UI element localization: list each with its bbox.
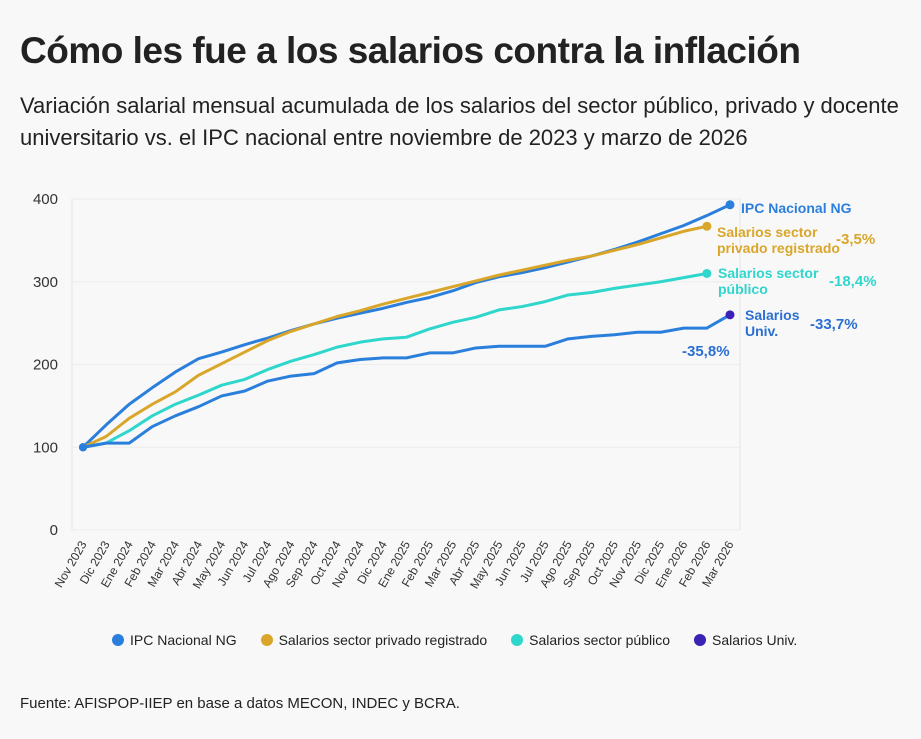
chart-subtitle: Variación salarial mensual acumulada de … — [20, 93, 899, 150]
annotation: Salarios Univ. — [745, 307, 800, 339]
legend-label: IPC Nacional NG — [130, 632, 237, 648]
y-tick-label: 300 — [33, 274, 58, 291]
start-marker — [79, 443, 87, 452]
legend-marker — [511, 634, 524, 646]
end-marker — [702, 221, 712, 231]
source: Fuente: AFISPOP-IIEP en base a datos MEC… — [20, 695, 460, 712]
end-marker — [725, 200, 735, 210]
annotation: Salarios sector público — [718, 265, 819, 297]
legend-label: Salarios sector privado registrado — [278, 632, 488, 648]
y-tick-label: 400 — [33, 191, 58, 208]
legend-item: Salarios sector privado registrado — [260, 632, 488, 648]
legend-marker — [694, 634, 706, 646]
annotation: IPC Nacional NG — [741, 200, 852, 216]
y-tick-label: 200 — [33, 357, 58, 374]
series-line — [82, 313, 731, 449]
legend: IPC Nacional NG Salarios sector privado r… — [112, 632, 797, 648]
annotation: -18,4% — [829, 273, 877, 290]
y-tick-label: 0 — [50, 522, 58, 539]
series-line — [82, 224, 708, 449]
legend-item: Salarios Univ. — [694, 632, 797, 648]
y-tick-label: 100 — [33, 439, 58, 456]
end-marker — [725, 310, 735, 320]
series-line — [81, 203, 731, 449]
annotation: -3,5% — [836, 231, 876, 248]
legend-item: IPC Nacional NG — [112, 632, 237, 648]
annotation: Salarios sector privado registrado — [717, 224, 840, 256]
legend-marker — [260, 634, 273, 646]
series-line — [82, 271, 708, 449]
chart-title: Cómo les fue a los salarios contra la in… — [20, 30, 801, 71]
end-marker — [702, 268, 712, 278]
annotation: -35,8% — [682, 343, 730, 360]
legend-item: Salarios sector público — [511, 632, 670, 648]
annotation: -33,7% — [810, 316, 858, 333]
legend-label: Salarios sector público — [529, 632, 670, 648]
legend-marker — [112, 634, 124, 646]
legend-label: Salarios Univ. — [712, 632, 798, 648]
